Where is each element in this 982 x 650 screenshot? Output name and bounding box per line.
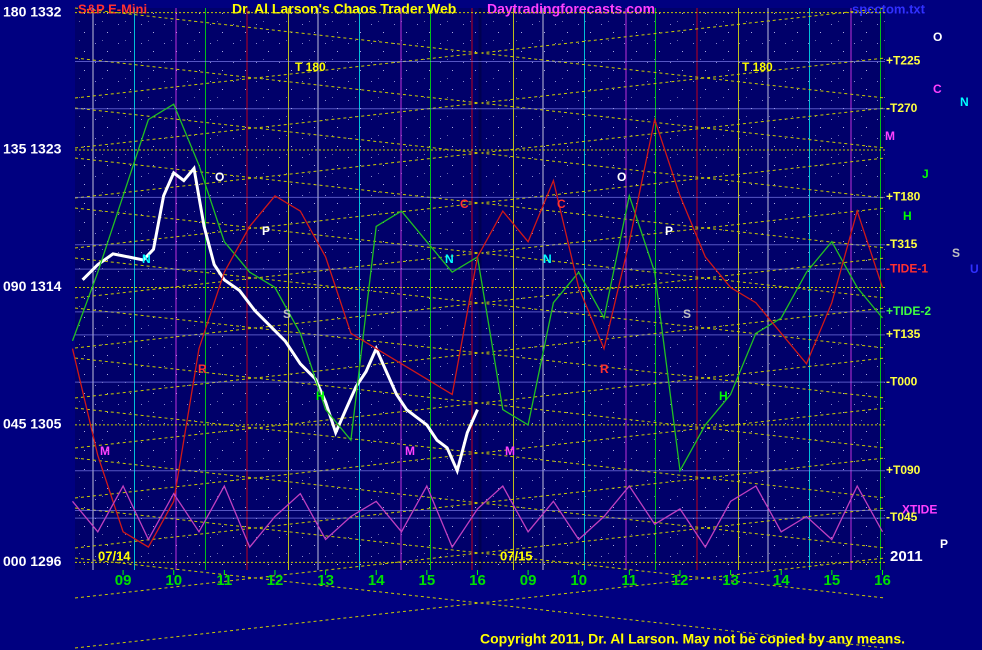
annotation: O (933, 30, 942, 44)
diagonal-line (74, 557, 886, 649)
file-name: spcctom.txt (852, 1, 926, 16)
level-label: +T180 (886, 190, 921, 204)
diagonal-line (74, 257, 886, 349)
annotation: R (600, 362, 609, 376)
diagonal-line (74, 407, 886, 499)
diagonal-line (74, 207, 886, 299)
y-tick-label: 000 1296 (3, 553, 62, 569)
diagonal-line (74, 357, 886, 449)
x-tick-label: 16 (874, 572, 891, 589)
annotation: S (683, 307, 691, 321)
diagonal-line (74, 57, 886, 149)
diagonal-line (74, 457, 886, 549)
diagonal-line (74, 107, 886, 199)
series-line (71, 484, 884, 549)
annotation: C (933, 82, 942, 96)
diagonal-line (74, 307, 886, 399)
diagonal-line (74, 7, 886, 99)
x-tick-label: 14 (368, 572, 385, 589)
diagonal-line (74, 207, 886, 299)
diagonal-line (74, 307, 886, 399)
level-label: -TIDE-1 (886, 261, 928, 275)
x-tick-label: 13 (317, 572, 334, 589)
annotation: U (970, 262, 979, 276)
series-line (81, 164, 479, 476)
chart-subtitle: Dr. Al Larson's Chaos Trader Web (232, 1, 456, 17)
date-label: 07/14 (98, 548, 131, 563)
annotation: S (283, 307, 291, 321)
annotation: J (922, 167, 929, 181)
annotation: M (100, 444, 110, 458)
x-tick-label: 10 (165, 572, 182, 589)
x-tick-label: 15 (824, 572, 841, 589)
level-label: +T225 (886, 54, 921, 68)
x-tick-label: 12 (672, 572, 689, 589)
annotation: M (885, 129, 895, 143)
x-tick-label: 09 (520, 572, 537, 589)
x-tick-label: 12 (267, 572, 284, 589)
annotation: M (505, 444, 515, 458)
annotation: H (316, 389, 325, 403)
decoration (74, 7, 886, 649)
series-line (71, 116, 884, 549)
y-tick-label: 090 1314 (3, 278, 62, 294)
x-tick-label: 16 (469, 572, 486, 589)
level-label: -T000 (886, 374, 918, 388)
annotation: T 180 (295, 60, 326, 74)
annotation: N (445, 252, 454, 266)
y-tick-label: 180 1332 (3, 3, 62, 19)
level-label: XTIDE (902, 503, 937, 517)
annotation: N (142, 252, 151, 266)
level-label: -T270 (886, 101, 918, 115)
annotation: C (557, 197, 566, 211)
annotation: C (460, 197, 469, 211)
diagonal-line (74, 7, 886, 99)
x-tick-label: 09 (115, 572, 132, 589)
diagonal-line (74, 507, 886, 599)
site-name: Daytradingforecasts.com (487, 1, 655, 17)
date-label: 07/15 (500, 548, 533, 563)
x-tick-label: 11 (216, 572, 232, 589)
diagonal-line (74, 157, 886, 249)
diagonal-line (74, 407, 886, 499)
diagonal-line (74, 57, 886, 149)
annotation: H (903, 209, 912, 223)
diagonal-line (74, 107, 886, 199)
level-label: +T135 (886, 327, 921, 341)
annotation: O (617, 170, 626, 184)
diagonal-line (74, 557, 886, 649)
annotation: T 180 (742, 60, 773, 74)
x-tick-label: 10 (570, 572, 587, 589)
annotation: P (940, 537, 948, 551)
diagonal-line (74, 157, 886, 249)
annotation: S (952, 246, 960, 260)
annotation: P (262, 224, 270, 238)
diagonal-line (74, 257, 886, 349)
x-tick-label: 13 (722, 572, 739, 589)
y-tick-label: 135 1323 (3, 141, 62, 157)
annotation: R (198, 362, 207, 376)
diagonal-line (74, 507, 886, 599)
annotation: M (405, 444, 415, 458)
chart-title: S&P E-Mini (78, 1, 147, 16)
x-tick-label: 14 (773, 572, 790, 589)
annotation: P (665, 224, 673, 238)
level-label: -T315 (886, 237, 918, 251)
x-tick-label: 15 (419, 572, 436, 589)
level-label: -T045 (886, 510, 918, 524)
annotation: H (719, 389, 728, 403)
level-label: +T090 (886, 463, 921, 477)
annotation: N (543, 252, 552, 266)
level-label: +TIDE-2 (886, 304, 931, 318)
diagonal-line (74, 357, 886, 449)
annotation: N (960, 95, 969, 109)
copyright: Copyright 2011, Dr. Al Larson. May not b… (480, 631, 905, 647)
y-tick-label: 045 1305 (3, 416, 62, 432)
annotation: O (215, 170, 224, 184)
x-tick-label: 11 (621, 572, 637, 589)
year-label: 2011 (890, 548, 923, 565)
diagonal-line (74, 457, 886, 549)
